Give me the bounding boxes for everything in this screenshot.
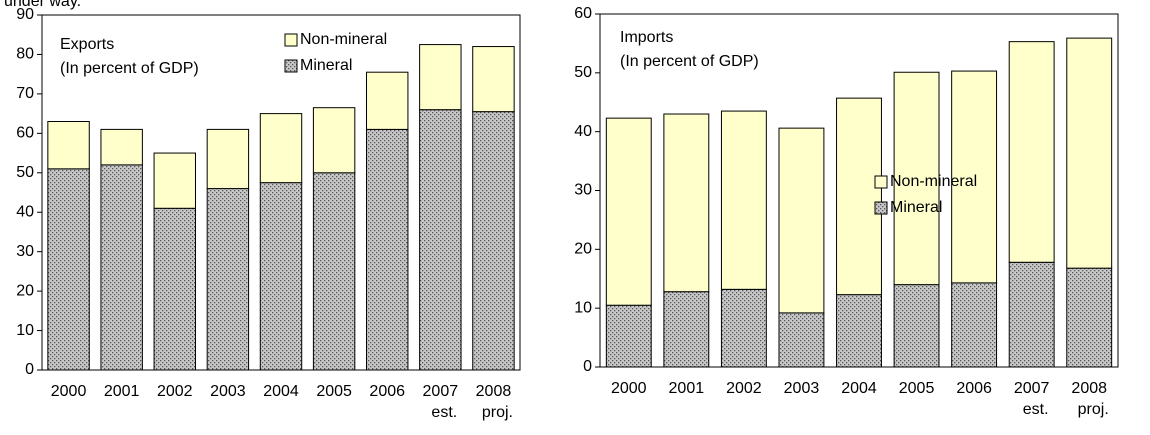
- y-tick-label: 50: [16, 164, 34, 181]
- y-tick-label: 20: [574, 241, 592, 258]
- bar-segment: [312, 172, 356, 371]
- bar-segment: [663, 113, 710, 293]
- x-tick-note: est.: [1023, 401, 1049, 418]
- bar-segment: [206, 188, 250, 371]
- y-tick-label: 10: [16, 322, 34, 339]
- bar-segment: [663, 291, 710, 368]
- x-tick-note: proj.: [482, 404, 513, 421]
- legend-label: Mineral: [890, 199, 942, 216]
- x-tick-note: est.: [431, 404, 457, 421]
- caption-fragment: under way.: [4, 0, 81, 10]
- y-tick-label: 40: [574, 123, 592, 140]
- x-tick-label: 2008: [476, 383, 512, 400]
- y-tick-label: 90: [16, 6, 34, 23]
- y-tick-label: 30: [16, 243, 34, 260]
- bar-segment: [312, 107, 356, 174]
- bar-segment: [1008, 41, 1055, 263]
- bar-segment: [100, 164, 143, 371]
- bar-segment: [259, 182, 303, 371]
- legend-swatch: [284, 59, 298, 73]
- plot-frame: [599, 13, 1119, 368]
- y-tick-label: 40: [16, 203, 34, 220]
- bar-segment: [951, 70, 998, 284]
- chart-title: Imports: [620, 29, 673, 46]
- legend-label: Non-mineral: [300, 31, 387, 48]
- x-tick-label: 2004: [841, 380, 877, 397]
- bar-segment: [259, 113, 303, 184]
- bar-segment: [47, 168, 90, 371]
- bar-segment: [893, 71, 940, 286]
- bar-segment: [419, 44, 462, 111]
- bar-segment: [472, 46, 515, 113]
- legend-label: Non-mineral: [890, 173, 977, 190]
- bar-segment: [893, 284, 940, 368]
- chart-title: Exports: [60, 36, 114, 53]
- bar-segment: [472, 111, 515, 371]
- x-tick-label: 2008: [1071, 380, 1107, 397]
- x-tick-label: 2001: [669, 380, 705, 397]
- x-tick-label: 2007: [1014, 380, 1050, 397]
- y-tick-label: 30: [574, 182, 592, 199]
- bar-segment: [720, 288, 767, 368]
- bar-segment: [1008, 261, 1055, 368]
- bar-segment: [1066, 37, 1113, 269]
- y-tick-label: 60: [16, 125, 34, 142]
- legend-swatch: [284, 33, 298, 47]
- y-tick-label: 80: [16, 46, 34, 63]
- chart-subtitle: (In percent of GDP): [60, 60, 199, 77]
- chart-subtitle: (In percent of GDP): [620, 53, 759, 70]
- bar-segment: [153, 207, 196, 371]
- x-tick-label: 2006: [369, 383, 405, 400]
- y-tick-label: 50: [574, 64, 592, 81]
- x-tick-label: 2000: [51, 383, 87, 400]
- bar-segment: [605, 117, 652, 306]
- bar-segment: [419, 109, 462, 371]
- y-tick-label: 20: [16, 282, 34, 299]
- bar-segment: [366, 71, 409, 130]
- bar-segment: [206, 128, 250, 190]
- y-tick-label: 60: [574, 5, 592, 22]
- bar-segment: [366, 128, 409, 371]
- legend-label: Mineral: [300, 57, 352, 74]
- y-tick-label: 70: [16, 85, 34, 102]
- bar-segment: [605, 304, 652, 368]
- legend-swatch: [874, 201, 888, 215]
- y-tick-label: 0: [583, 358, 592, 375]
- bar-segment: [153, 152, 196, 209]
- legend-swatch: [874, 175, 888, 189]
- x-tick-label: 2001: [104, 383, 140, 400]
- bar-segment: [836, 97, 882, 296]
- bar-segment: [1066, 267, 1113, 368]
- x-tick-note: proj.: [1078, 401, 1109, 418]
- bar-segment: [778, 127, 825, 314]
- x-tick-label: 2006: [956, 380, 992, 397]
- bar-segment: [47, 121, 90, 170]
- bar-segment: [778, 312, 825, 368]
- y-tick-label: 0: [25, 361, 34, 378]
- y-tick-label: 10: [574, 299, 592, 316]
- x-tick-label: 2007: [423, 383, 459, 400]
- plot-frame: [41, 14, 521, 371]
- x-tick-label: 2003: [784, 380, 820, 397]
- x-tick-label: 2002: [726, 380, 762, 397]
- bar-segment: [720, 110, 767, 290]
- bar-segment: [100, 128, 143, 166]
- x-tick-label: 2003: [210, 383, 246, 400]
- bar-segment: [951, 282, 998, 368]
- x-tick-label: 2005: [316, 383, 352, 400]
- x-tick-label: 2000: [611, 380, 647, 397]
- bar-segment: [836, 294, 882, 368]
- x-tick-label: 2005: [899, 380, 935, 397]
- x-tick-label: 2004: [263, 383, 299, 400]
- x-tick-label: 2002: [157, 383, 193, 400]
